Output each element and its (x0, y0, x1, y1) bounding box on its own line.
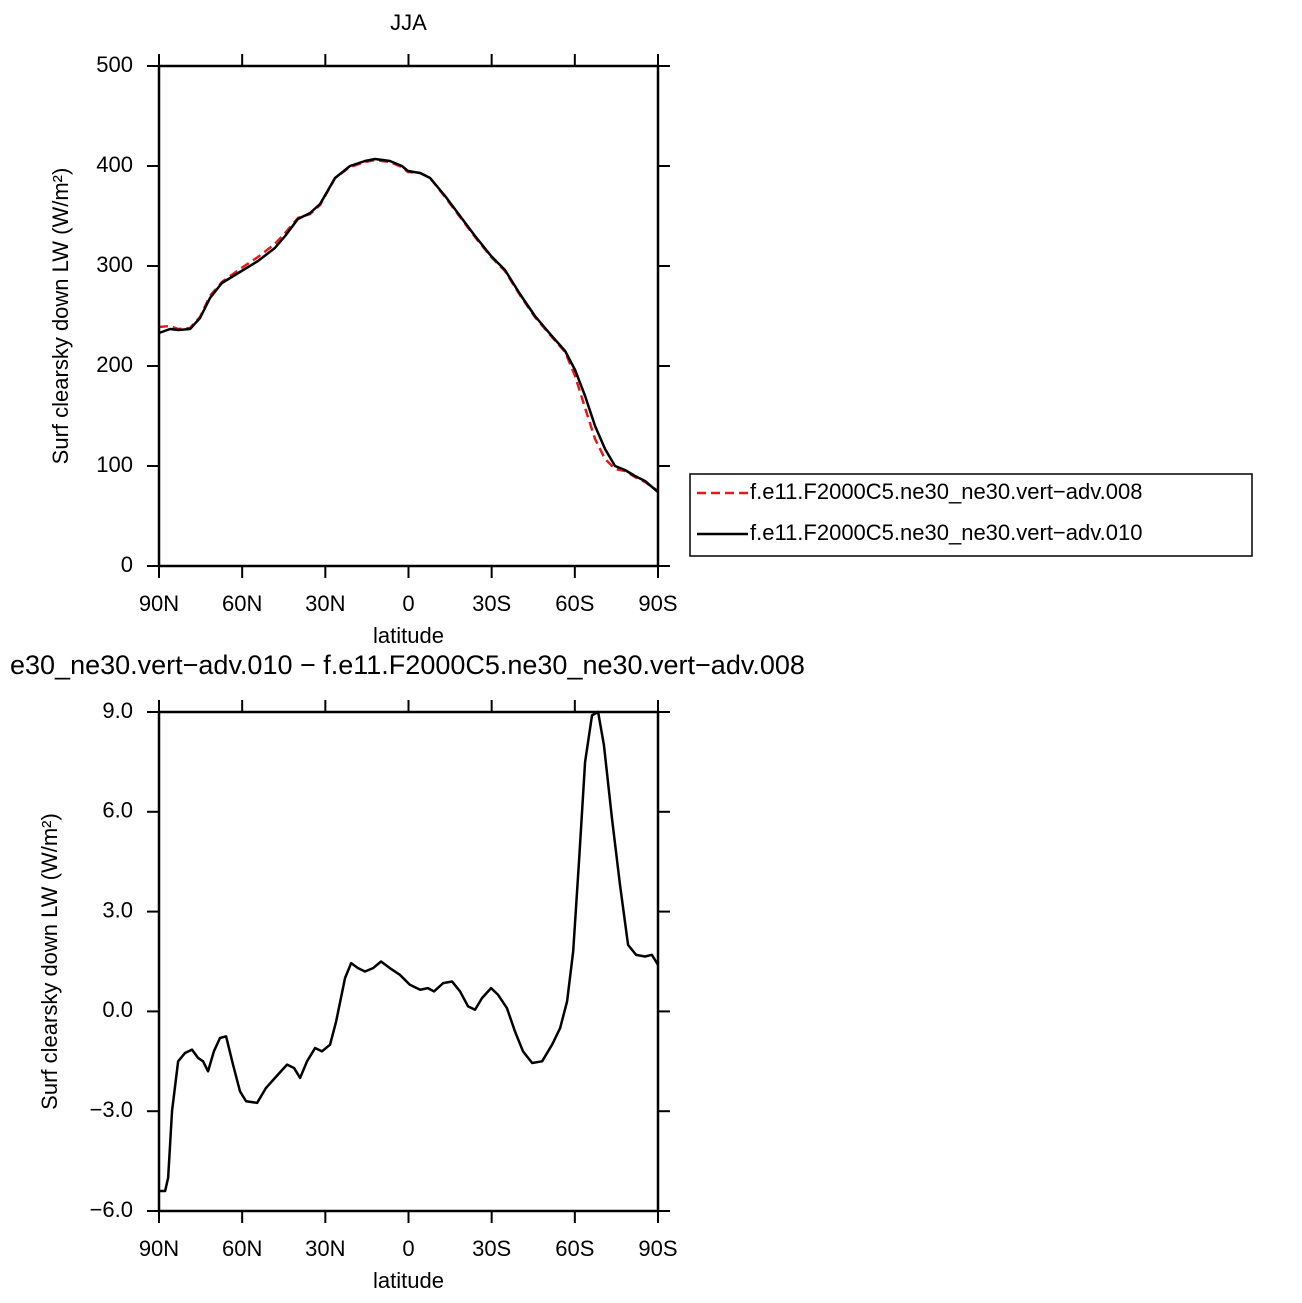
x-axis-label: latitude (373, 623, 444, 648)
x-tick-label: 90S (638, 1236, 677, 1261)
x-tick-label: 30S (472, 591, 511, 616)
x-tick-label: 60S (555, 591, 594, 616)
y-tick-label: −6.0 (90, 1197, 133, 1222)
x-tick-label: 30N (305, 1236, 345, 1261)
y-tick-label: 500 (96, 52, 133, 77)
y-axis-label: Surf clearsky down LW (W/m²) (48, 168, 73, 465)
y-tick-label: 6.0 (102, 798, 133, 823)
data-line (158, 158, 659, 493)
data-line (158, 157, 659, 493)
chart-title: JJA (390, 10, 427, 35)
y-tick-label: −3.0 (90, 1097, 133, 1122)
y-tick-label: 100 (96, 452, 133, 477)
chart-title: e30_ne30.vert−adv.010 − f.e11.F2000C5.ne… (10, 650, 805, 680)
x-tick-label: 30S (472, 1236, 511, 1261)
y-tick-label: 200 (96, 352, 133, 377)
y-tick-label: 400 (96, 152, 133, 177)
y-tick-label: 300 (96, 252, 133, 277)
x-tick-label: 0 (402, 1236, 414, 1261)
plot-frame (157, 710, 660, 1213)
y-tick-label: 0 (121, 552, 133, 577)
legend-label: f.e11.F2000C5.ne30_ne30.vert−adv.010 (750, 520, 1142, 545)
y-tick-label: 9.0 (102, 698, 133, 723)
legend-box (689, 473, 1253, 557)
x-tick-label: 30N (305, 591, 345, 616)
plot-frame (157, 64, 660, 568)
x-tick-label: 0 (402, 591, 414, 616)
x-axis-label: latitude (373, 1268, 444, 1293)
x-tick-label: 90S (638, 591, 677, 616)
y-tick-label: 3.0 (102, 897, 133, 922)
x-tick-label: 90N (139, 591, 179, 616)
x-tick-label: 90N (139, 1236, 179, 1261)
legend-label: f.e11.F2000C5.ne30_ne30.vert−adv.008 (750, 479, 1142, 504)
x-tick-label: 60S (555, 1236, 594, 1261)
data-line (159, 710, 660, 1193)
x-tick-label: 60N (222, 591, 262, 616)
y-axis-label: Surf clearsky down LW (W/m²) (37, 813, 62, 1110)
x-tick-label: 60N (222, 1236, 262, 1261)
y-tick-label: 0.0 (102, 997, 133, 1022)
